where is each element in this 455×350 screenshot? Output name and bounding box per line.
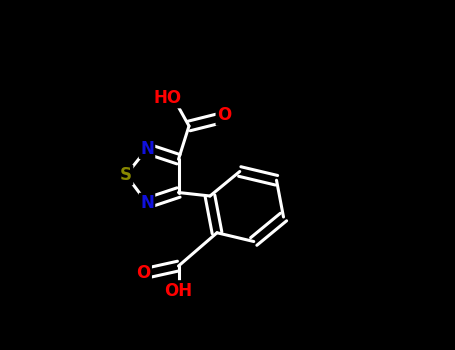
Text: HO: HO	[154, 89, 182, 107]
Text: O: O	[217, 106, 231, 125]
Text: O: O	[136, 264, 151, 282]
Text: S: S	[120, 166, 132, 184]
Text: N: N	[140, 194, 154, 212]
Text: OH: OH	[164, 281, 192, 300]
Text: N: N	[140, 140, 154, 158]
